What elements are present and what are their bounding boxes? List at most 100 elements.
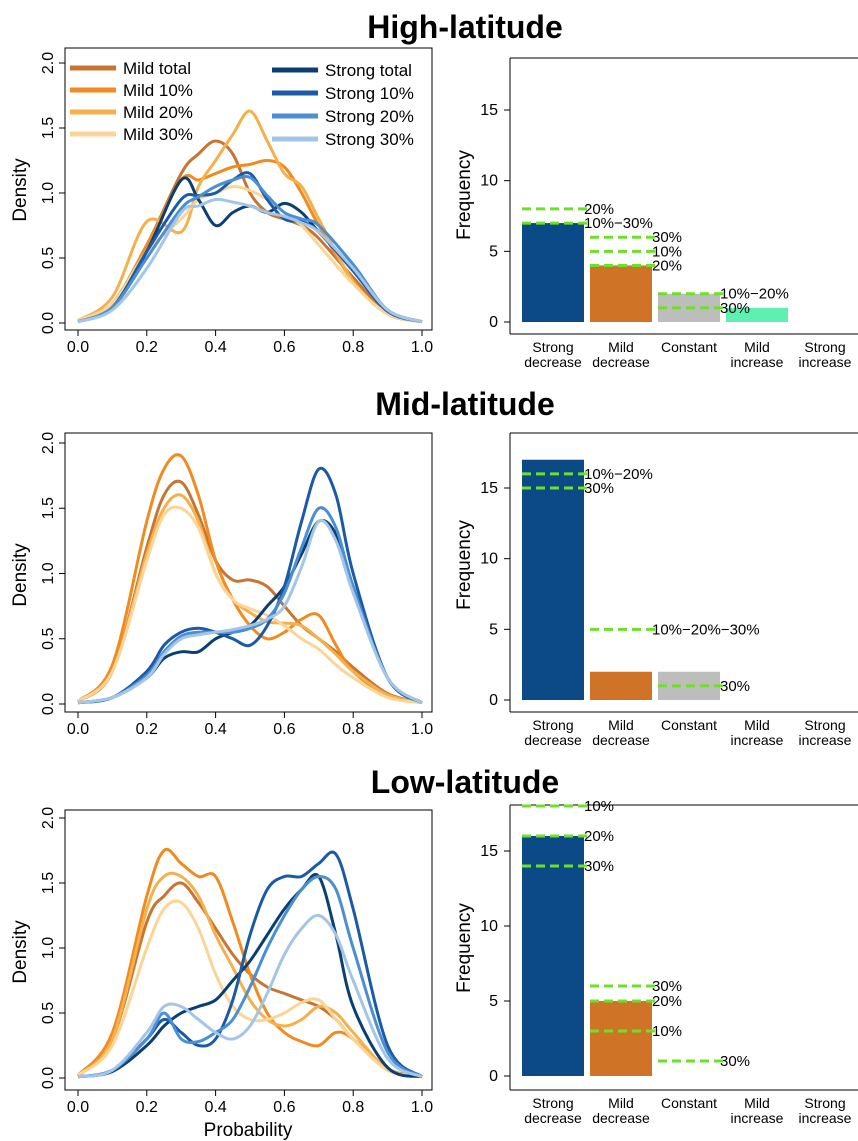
frequency-category-label-low: increase bbox=[799, 1110, 852, 1126]
frequency-bar-high-3 bbox=[726, 307, 788, 322]
frequency-marker-label-high: 20% bbox=[652, 257, 682, 274]
density-xtick-label-high: 0.6 bbox=[273, 339, 295, 356]
density-series-mid-mild-20- bbox=[77, 493, 423, 705]
frequency-category-label-high: increase bbox=[799, 354, 852, 370]
panel-title-low-latitude: Low-latitude bbox=[371, 764, 559, 800]
frequency-category-label-mid: Mild bbox=[744, 717, 770, 733]
density-series-low-mild-30- bbox=[77, 899, 423, 1079]
frequency-category-label-high: Strong bbox=[532, 339, 573, 355]
frequency-marker-label-low: 30% bbox=[652, 978, 682, 995]
density-ytick-label-high: 1.5 bbox=[40, 117, 57, 139]
frequency-category-label-low: Constant bbox=[661, 1095, 717, 1111]
density-series-mid-strong-30- bbox=[77, 518, 423, 705]
frequency-category-label-mid: Strong bbox=[532, 717, 573, 733]
panel-title-high-latitude: High-latitude bbox=[367, 9, 563, 45]
density-ytick-label-low: 1.5 bbox=[40, 872, 57, 894]
frequency-marker-label-low: 30% bbox=[720, 1053, 750, 1070]
frequency-ytick-label-high: 5 bbox=[489, 243, 498, 260]
frequency-category-label-mid: decrease bbox=[524, 732, 582, 748]
probability-xlabel: Probability bbox=[204, 1120, 293, 1141]
frequency-ytick-label-mid: 15 bbox=[480, 480, 498, 497]
density-xtick-label-low: 0.6 bbox=[273, 1099, 295, 1116]
frequency-marker-label-mid: 30% bbox=[720, 678, 750, 695]
density-series-high-strong-30- bbox=[77, 197, 423, 324]
density-xtick-label-mid: 0.8 bbox=[342, 721, 364, 738]
frequency-ylabel-high: Frequency bbox=[454, 150, 475, 240]
density-ytick-label-high: 1.0 bbox=[40, 182, 57, 204]
frequency-bar-high-1 bbox=[590, 265, 652, 322]
density-frame-mid bbox=[64, 432, 433, 713]
legend-label-strong-10: Strong 10% bbox=[325, 84, 414, 103]
density-series-high-strong-20- bbox=[77, 175, 423, 324]
charts-layer: 0.0 0.2 0.4 0.6 0.8 1.0 0.0 0.5 1.0 1.5 2.0 0 5 10 15 S… bbox=[40, 47, 858, 1126]
density-ytick-label-low: 0.5 bbox=[40, 1002, 57, 1024]
frequency-marker-label-mid: 10%−20%−30% bbox=[652, 621, 760, 638]
density-series-mid-mild-30- bbox=[77, 505, 423, 705]
density-frame-low bbox=[64, 809, 433, 1091]
density-ytick-label-high: 0.5 bbox=[40, 247, 57, 269]
frequency-category-label-high: Mild bbox=[744, 339, 770, 355]
density-series-low-strong-10- bbox=[77, 850, 424, 1079]
frequency-marker-label-high: 10% bbox=[652, 243, 682, 260]
density-series-mid-mild-10- bbox=[76, 453, 423, 705]
frequency-marker-label-mid: 10%−20% bbox=[584, 466, 653, 483]
density-xtick-label-high: 0.2 bbox=[136, 339, 158, 356]
density-series-low-strong-30- bbox=[77, 913, 423, 1079]
frequency-marker-label-low: 20% bbox=[584, 828, 614, 845]
density-series-low-strong-total bbox=[77, 873, 423, 1079]
density-ytick-label-low: 1.0 bbox=[40, 937, 57, 959]
frequency-marker-label-high: 30% bbox=[652, 229, 682, 246]
frequency-category-label-low: decrease bbox=[592, 1110, 650, 1126]
density-series-low-mild-10- bbox=[76, 847, 423, 1079]
density-series-mid-strong-10- bbox=[77, 466, 423, 705]
frequency-bar-low-0 bbox=[522, 836, 584, 1076]
density-frame-high bbox=[64, 47, 433, 331]
density-series-mid-mild-total bbox=[77, 479, 423, 705]
frequency-ytick-label-mid: 0 bbox=[489, 692, 498, 709]
frequency-category-label-high: increase bbox=[731, 354, 784, 370]
frequency-category-label-mid: decrease bbox=[592, 732, 650, 748]
frequency-category-label-low: Mild bbox=[744, 1095, 770, 1111]
density-series-high-mild-20- bbox=[77, 109, 423, 324]
density-ytick-label-mid: 1.0 bbox=[40, 562, 57, 584]
legend-label-mild-30: Mild 30% bbox=[123, 125, 193, 144]
density-xtick-label-mid: 0.0 bbox=[67, 721, 89, 738]
frequency-marker-label-low: 20% bbox=[652, 993, 682, 1010]
density-ylabel-low: Density bbox=[10, 920, 31, 984]
frequency-category-label-high: Strong bbox=[804, 339, 845, 355]
legend-label-strong-20: Strong 20% bbox=[325, 107, 414, 126]
legend: Mild total Mild 10% Mild 20% Mild 30% St… bbox=[70, 59, 414, 149]
density-xtick-label-high: 0.4 bbox=[204, 339, 226, 356]
density-ytick-label-mid: 0.5 bbox=[40, 628, 57, 650]
frequency-category-label-low: Mild bbox=[608, 1095, 634, 1111]
frequency-marker-label-low: 30% bbox=[584, 858, 614, 875]
density-xtick-label-mid: 1.0 bbox=[411, 721, 433, 738]
density-xtick-label-low: 0.2 bbox=[136, 1099, 158, 1116]
frequency-bar-mid-0 bbox=[522, 459, 584, 700]
frequency-category-label-high: Mild bbox=[608, 339, 634, 355]
frequency-ytick-label-low: 15 bbox=[480, 843, 498, 860]
density-xtick-label-low: 0.8 bbox=[342, 1099, 364, 1116]
density-xtick-label-low: 0.0 bbox=[67, 1099, 89, 1116]
legend-label-mild-10: Mild 10% bbox=[123, 81, 193, 100]
density-ylabel-mid: Density bbox=[10, 543, 31, 607]
density-xtick-label-high: 0.8 bbox=[342, 339, 364, 356]
frequency-ytick-label-mid: 5 bbox=[489, 621, 498, 638]
frequency-ytick-label-low: 10 bbox=[480, 918, 498, 935]
density-xtick-label-low: 0.4 bbox=[204, 1099, 226, 1116]
frequency-category-label-high: Constant bbox=[661, 339, 717, 355]
frequency-bar-mid-1 bbox=[590, 671, 652, 700]
frequency-category-label-mid: Mild bbox=[608, 717, 634, 733]
density-ytick-label-mid: 1.5 bbox=[40, 497, 57, 519]
frequency-ytick-label-low: 5 bbox=[489, 993, 498, 1010]
frequency-category-label-low: decrease bbox=[524, 1110, 582, 1126]
frequency-category-label-mid: Constant bbox=[661, 717, 717, 733]
frequency-category-label-high: decrease bbox=[592, 354, 650, 370]
frequency-marker-label-low: 10% bbox=[652, 1023, 682, 1040]
density-ytick-label-mid: 2.0 bbox=[40, 432, 57, 454]
panel-title-mid-latitude: Mid-latitude bbox=[375, 386, 555, 422]
density-ylabel-high: Density bbox=[10, 158, 31, 222]
density-ytick-label-low: 2.0 bbox=[40, 807, 57, 829]
frequency-marker-label-low: 10% bbox=[584, 798, 614, 815]
